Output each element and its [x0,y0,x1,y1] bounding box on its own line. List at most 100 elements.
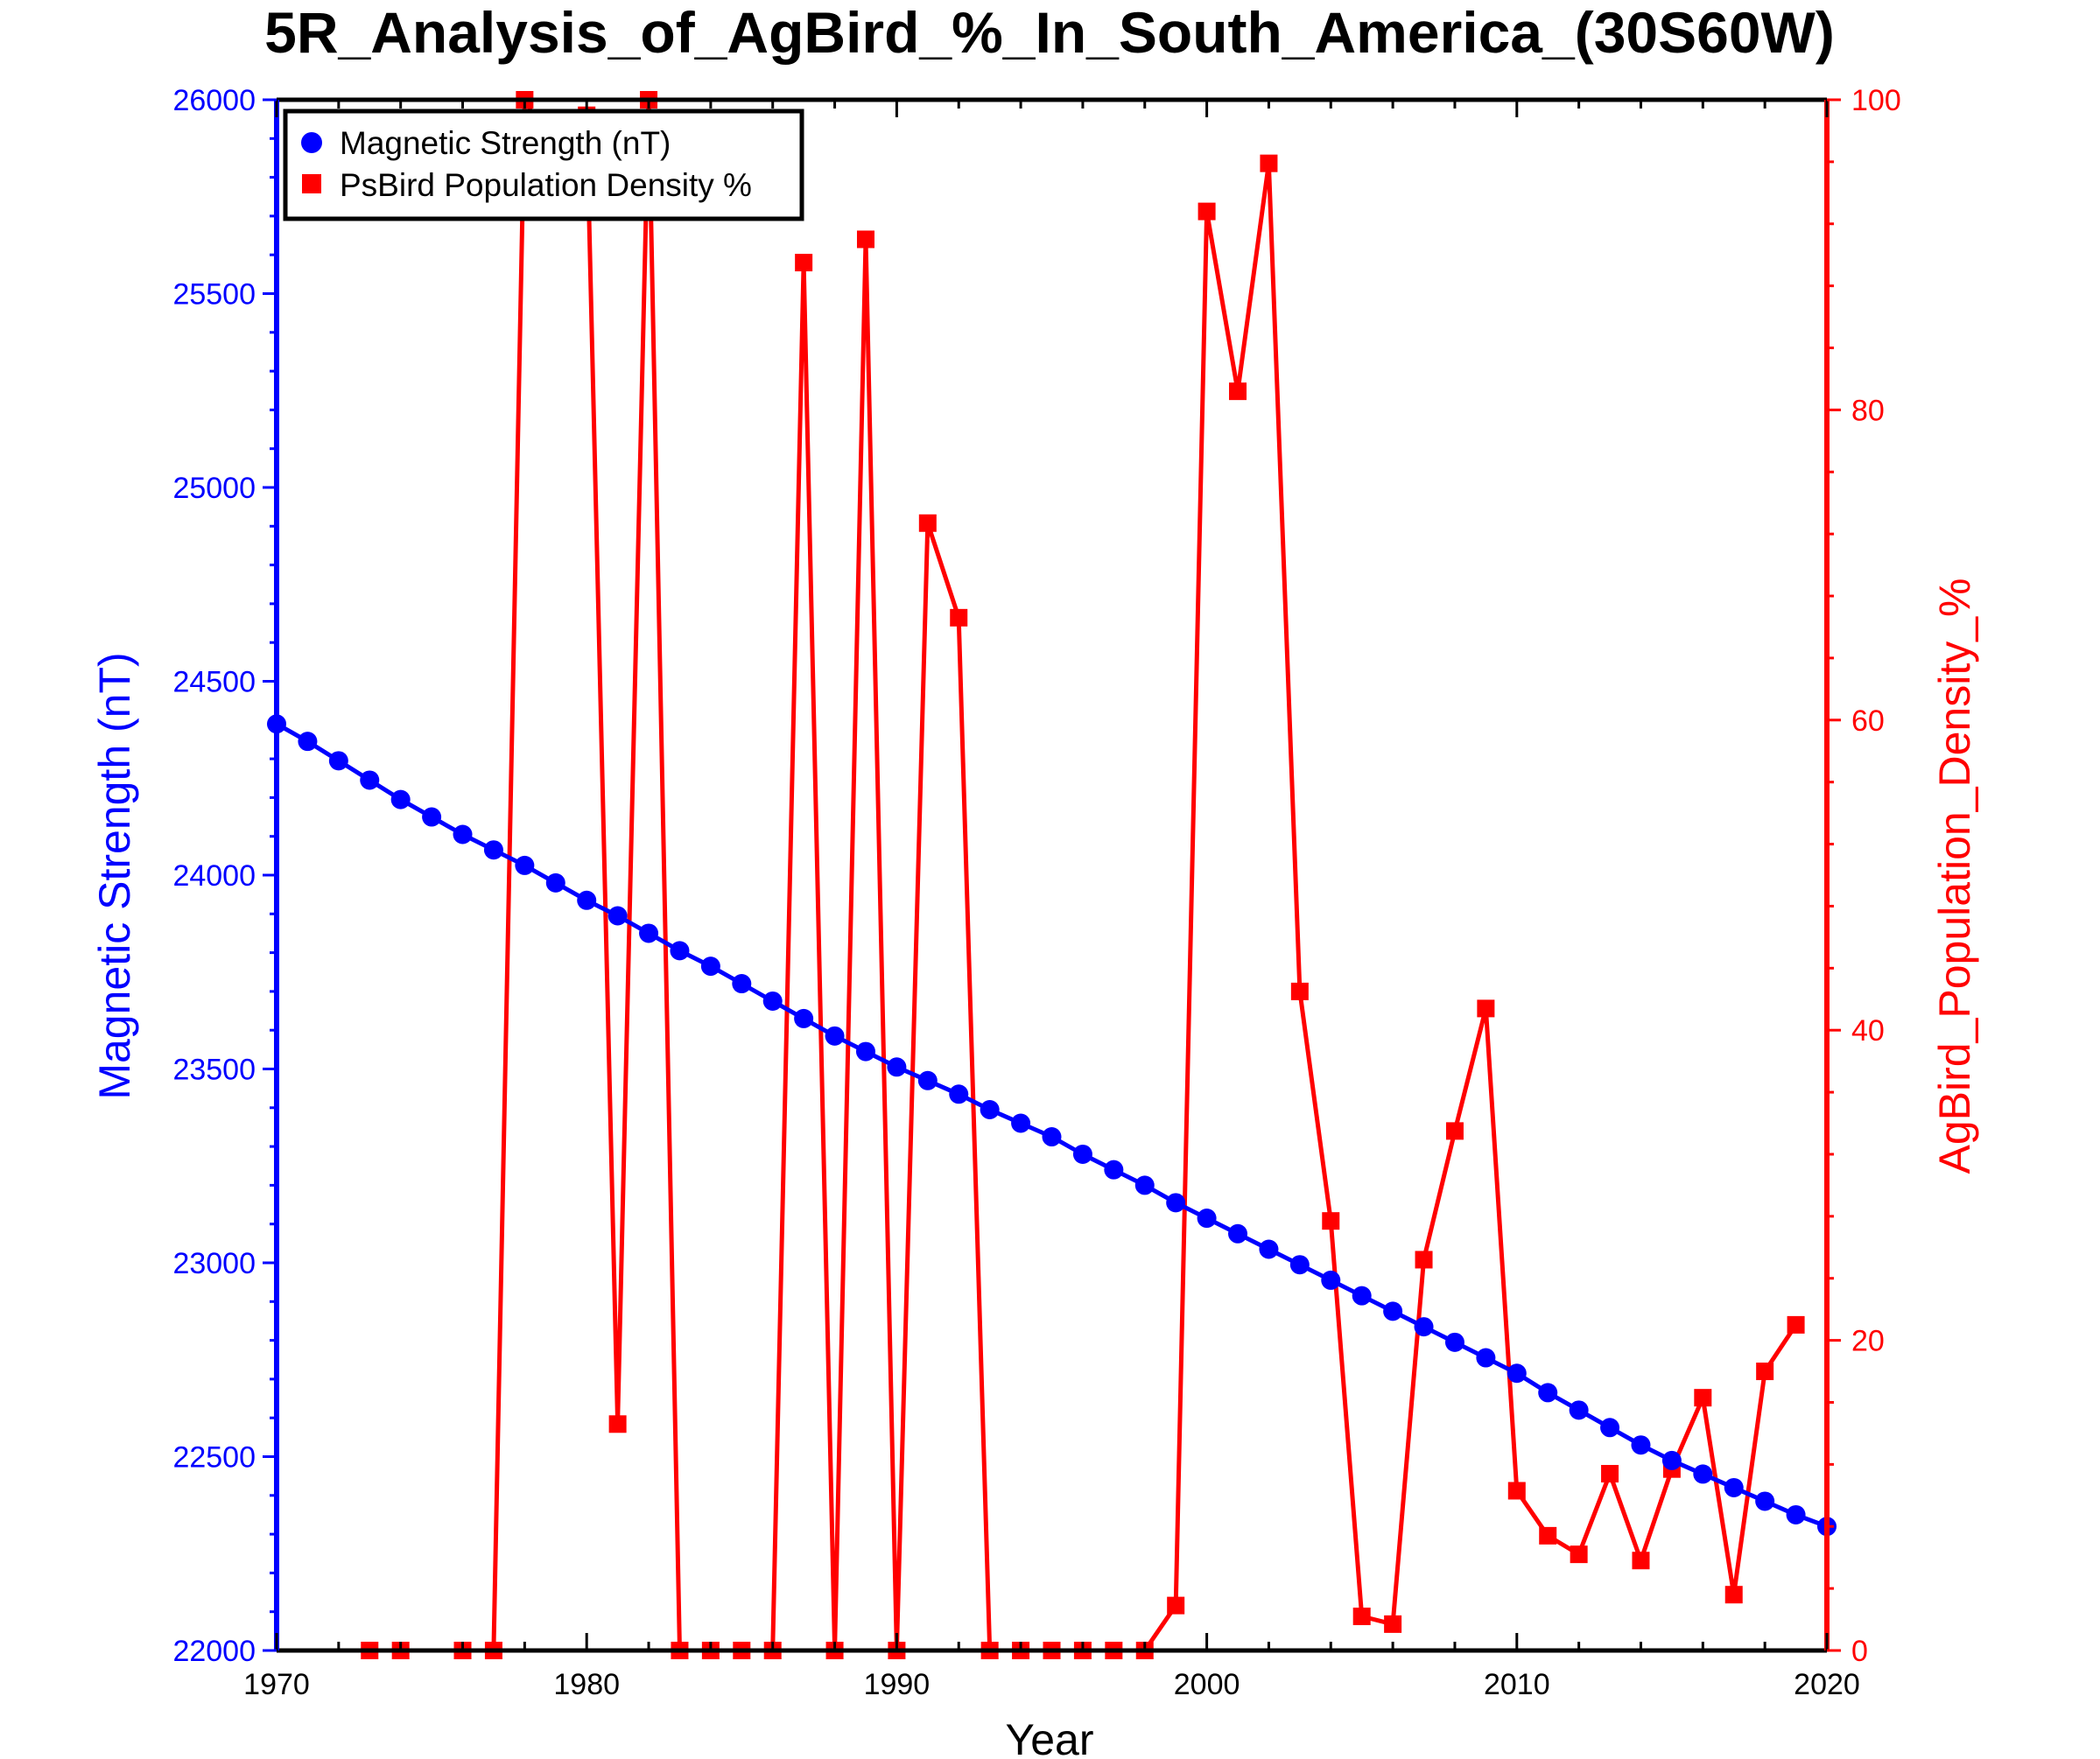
data-point [794,1008,814,1028]
data-point [1229,382,1247,401]
data-point [1042,1127,1062,1147]
data-point [1415,1251,1433,1269]
data-point [700,957,720,977]
data-point [1631,1435,1651,1455]
data-point [453,824,473,844]
data-point [1539,1526,1557,1545]
data-point [1755,1491,1775,1511]
legend: Magnetic Strength (nT) PsBird Population… [283,109,804,221]
data-point [1787,1315,1805,1334]
y-right-tick-label: 40 [1851,1014,1885,1048]
data-point [1260,154,1278,172]
data-point [1600,1418,1620,1438]
data-point [1756,1363,1774,1381]
data-point [887,1057,907,1077]
x-tick-label: 1990 [864,1668,931,1701]
y-left-tick-label: 24500 [172,666,256,699]
data-point [298,732,318,752]
data-point [1259,1239,1279,1259]
data-point [1477,999,1495,1018]
x-tick-label: 1970 [243,1668,310,1701]
data-point [1166,1193,1186,1213]
y-right-tick-label: 0 [1851,1635,1868,1668]
data-point [1290,982,1309,1000]
data-point [1601,1464,1619,1482]
legend-marker-magnetic [301,132,322,153]
data-point [1321,1270,1341,1290]
y-axis-left-label: Magnetic Strength (nT) [90,652,139,1099]
data-point [950,608,968,627]
y-left-tick-label: 22500 [172,1441,256,1475]
data-point [1507,1363,1527,1384]
density-series [361,91,1805,1659]
data-point [608,1415,627,1433]
data-point [639,923,659,943]
data-point [1476,1348,1496,1368]
data-point [1352,1286,1372,1306]
y-right-tick-label: 60 [1851,704,1885,738]
x-axis-label: Year [1005,1715,1093,1759]
data-point [856,230,874,249]
legend-label-density: PsBird Population Density % [340,167,752,203]
data-point [1507,1482,1526,1500]
y-axis-right-label: AgBird_Population_Density_% [1930,578,1979,1174]
y-left-tick-label: 23500 [172,1054,256,1087]
data-point [483,840,503,860]
data-point [795,254,813,272]
axis-ticks: 1970 1980 1990 2000 2010 2020 22000 22500 23000 2… [172,84,1900,1701]
data-point [360,770,380,790]
data-point [545,872,565,893]
x-tick-label: 1980 [553,1668,620,1701]
x-tick-label: 2020 [1794,1668,1860,1701]
y-right-tick-label: 80 [1851,394,1885,427]
data-point [1228,1223,1248,1244]
data-point [1724,1477,1744,1497]
data-point [1011,1113,1031,1133]
x-tick-label: 2000 [1174,1668,1240,1701]
data-point [949,1084,969,1104]
data-point [1693,1464,1713,1484]
data-point [732,974,752,994]
y-left-tick-label: 25000 [172,472,256,505]
data-point [1167,1596,1185,1615]
data-point [1384,1615,1402,1633]
data-point [577,890,597,910]
data-point [762,991,783,1011]
data-point [1445,1122,1464,1140]
data-point [1322,1212,1340,1230]
data-point [515,855,535,875]
data-point [1414,1317,1434,1337]
data-point [917,1070,938,1090]
data-point [1444,1332,1464,1352]
data-point [825,1026,845,1046]
legend-marker-density [302,174,321,193]
legend-label-magnetic: Magnetic Strength (nT) [340,125,671,161]
data-point [1197,1209,1217,1229]
data-point [1724,1586,1743,1604]
data-point [328,751,348,771]
data-point [1632,1552,1650,1570]
data-point [1538,1383,1558,1403]
legend-box [283,109,804,221]
data-point [1383,1301,1403,1321]
data-point [1197,202,1216,221]
data-point [1569,1400,1589,1420]
data-point [980,1100,1000,1120]
data-point [1352,1608,1371,1626]
data-point [422,807,442,827]
y-left-tick-label: 25500 [172,278,256,312]
data-point [855,1041,875,1062]
data-point [1786,1504,1806,1524]
magnetic-series [267,714,1837,1537]
data-point [1570,1545,1588,1564]
y-right-tick-label: 20 [1851,1325,1885,1358]
y-left-tick-label: 26000 [172,84,256,117]
data-point [1661,1450,1682,1470]
data-point [1134,1175,1155,1195]
data-point [1072,1144,1092,1164]
y-right-tick-label: 100 [1851,84,1901,117]
y-left-tick-label: 22000 [172,1635,256,1668]
chart-title: 5R_Analysis_of_AgBird_%_In_South_America… [264,0,1835,65]
y-left-tick-label: 24000 [172,859,256,893]
